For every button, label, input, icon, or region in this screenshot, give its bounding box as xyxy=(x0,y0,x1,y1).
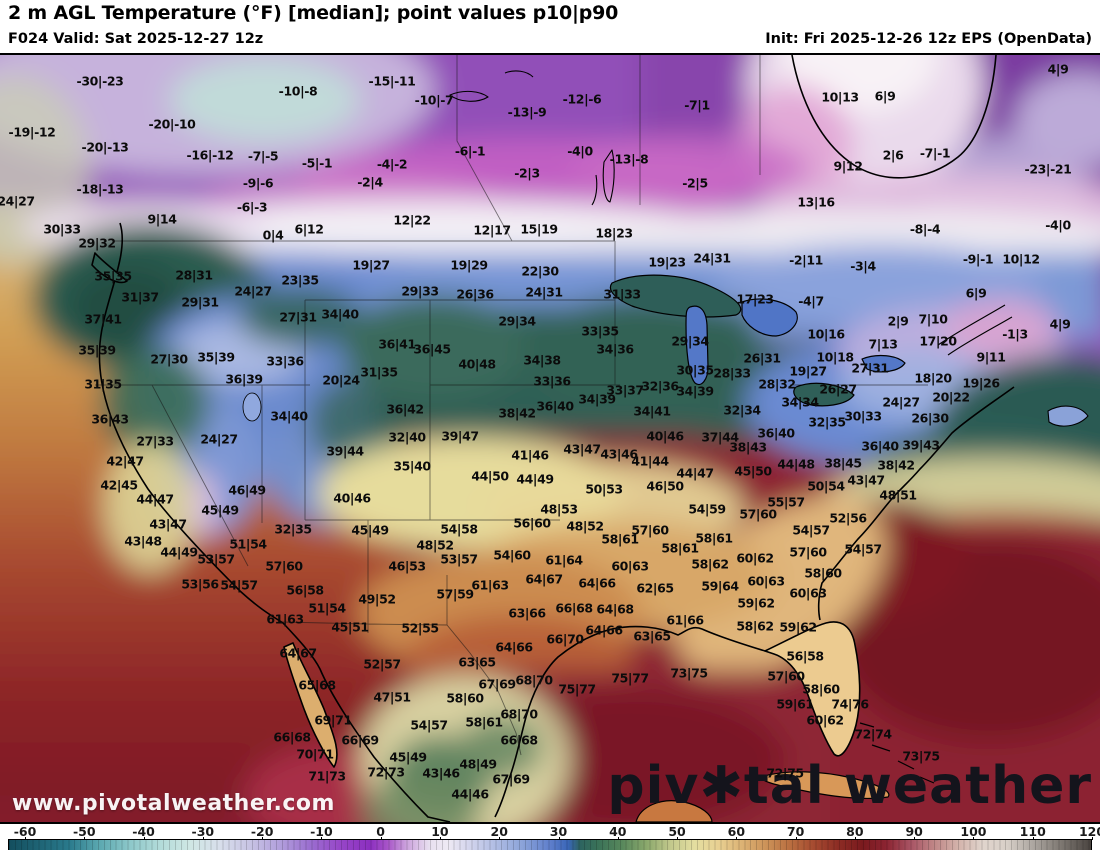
colorbar-tick-label: 50 xyxy=(668,824,686,839)
colorbar-gradient xyxy=(8,839,1092,850)
coastlines xyxy=(91,55,1089,822)
temperature-field xyxy=(0,55,1100,822)
colorbar-tick-mark xyxy=(854,837,856,840)
colorbar-tick-mark xyxy=(321,837,323,840)
great-lakes xyxy=(242,274,906,422)
colorbar-tick-label: 10 xyxy=(431,824,449,839)
colorbar-tick-mark xyxy=(736,837,738,840)
colorbar-tick-mark xyxy=(380,837,382,840)
map-header: 2 m AGL Temperature (°F) [median]; point… xyxy=(0,0,1100,55)
colorbar-tick-mark xyxy=(914,837,916,840)
colorbar-tick-label: -40 xyxy=(132,824,155,839)
colorbar-tick-label: 60 xyxy=(727,824,746,839)
colorbar-tick-label: -10 xyxy=(310,824,333,839)
colorbar-tick-mark xyxy=(262,837,264,840)
colorbar-tick-mark xyxy=(558,837,560,840)
colorbar-tick-label: 70 xyxy=(786,824,805,839)
colorbar-tick-mark xyxy=(143,837,145,840)
colorbar-tick-label: 40 xyxy=(609,824,627,839)
colorbar-tick-label: -30 xyxy=(191,824,215,839)
colorbar-tick-label: -20 xyxy=(250,824,274,839)
temperature-map-canvas[interactable]: www.pivotalweather.com piv✱tal weather xyxy=(0,55,1100,822)
colorbar-tick-label: 90 xyxy=(905,824,923,839)
colorbar-tick-mark xyxy=(84,837,86,840)
colorbar-tick-label: -60 xyxy=(13,824,37,839)
init-time: Init: Fri 2025-12-26 12z EPS (OpenData) xyxy=(765,31,1092,47)
colorbar: -60 -50 -40 -30 -20 -10 0 10 20 30 40 50 60 70 80 90 100… xyxy=(0,822,1100,850)
colorbar-tick-mark xyxy=(25,837,26,840)
valid-time: F024 Valid: Sat 2025-12-27 12z xyxy=(8,31,264,47)
colorbar-tick-label: 110 xyxy=(1019,824,1046,839)
colorbar-tick-mark xyxy=(617,837,619,840)
watermark-url: www.pivotalweather.com xyxy=(12,791,335,816)
colorbar-tick-label: 80 xyxy=(846,824,864,839)
state-borders xyxy=(95,55,928,756)
pivotal-weather-logo: piv✱tal weather xyxy=(607,756,1092,816)
colorbar-tick-label: 20 xyxy=(490,824,508,839)
colorbar-tick-mark xyxy=(202,837,204,840)
colorbar-tick-mark xyxy=(795,837,797,840)
colorbar-tick-mark xyxy=(677,837,679,840)
colorbar-tick-label: 120 xyxy=(1078,824,1100,839)
colorbar-tick-mark xyxy=(1032,837,1034,840)
colorbar-tick-mark xyxy=(439,837,441,840)
colorbar-tick-label: -50 xyxy=(72,824,96,839)
colorbar-tick-label: 0 xyxy=(376,824,386,839)
colorbar-tick-mark xyxy=(1092,837,1093,840)
page-title: 2 m AGL Temperature (°F) [median]; point… xyxy=(8,2,619,24)
colorbar-tick-mark xyxy=(973,837,975,840)
colorbar-tick-label: 100 xyxy=(960,824,987,839)
colorbar-tick-mark xyxy=(499,837,501,840)
colorbar-tick-label: 30 xyxy=(549,824,568,839)
